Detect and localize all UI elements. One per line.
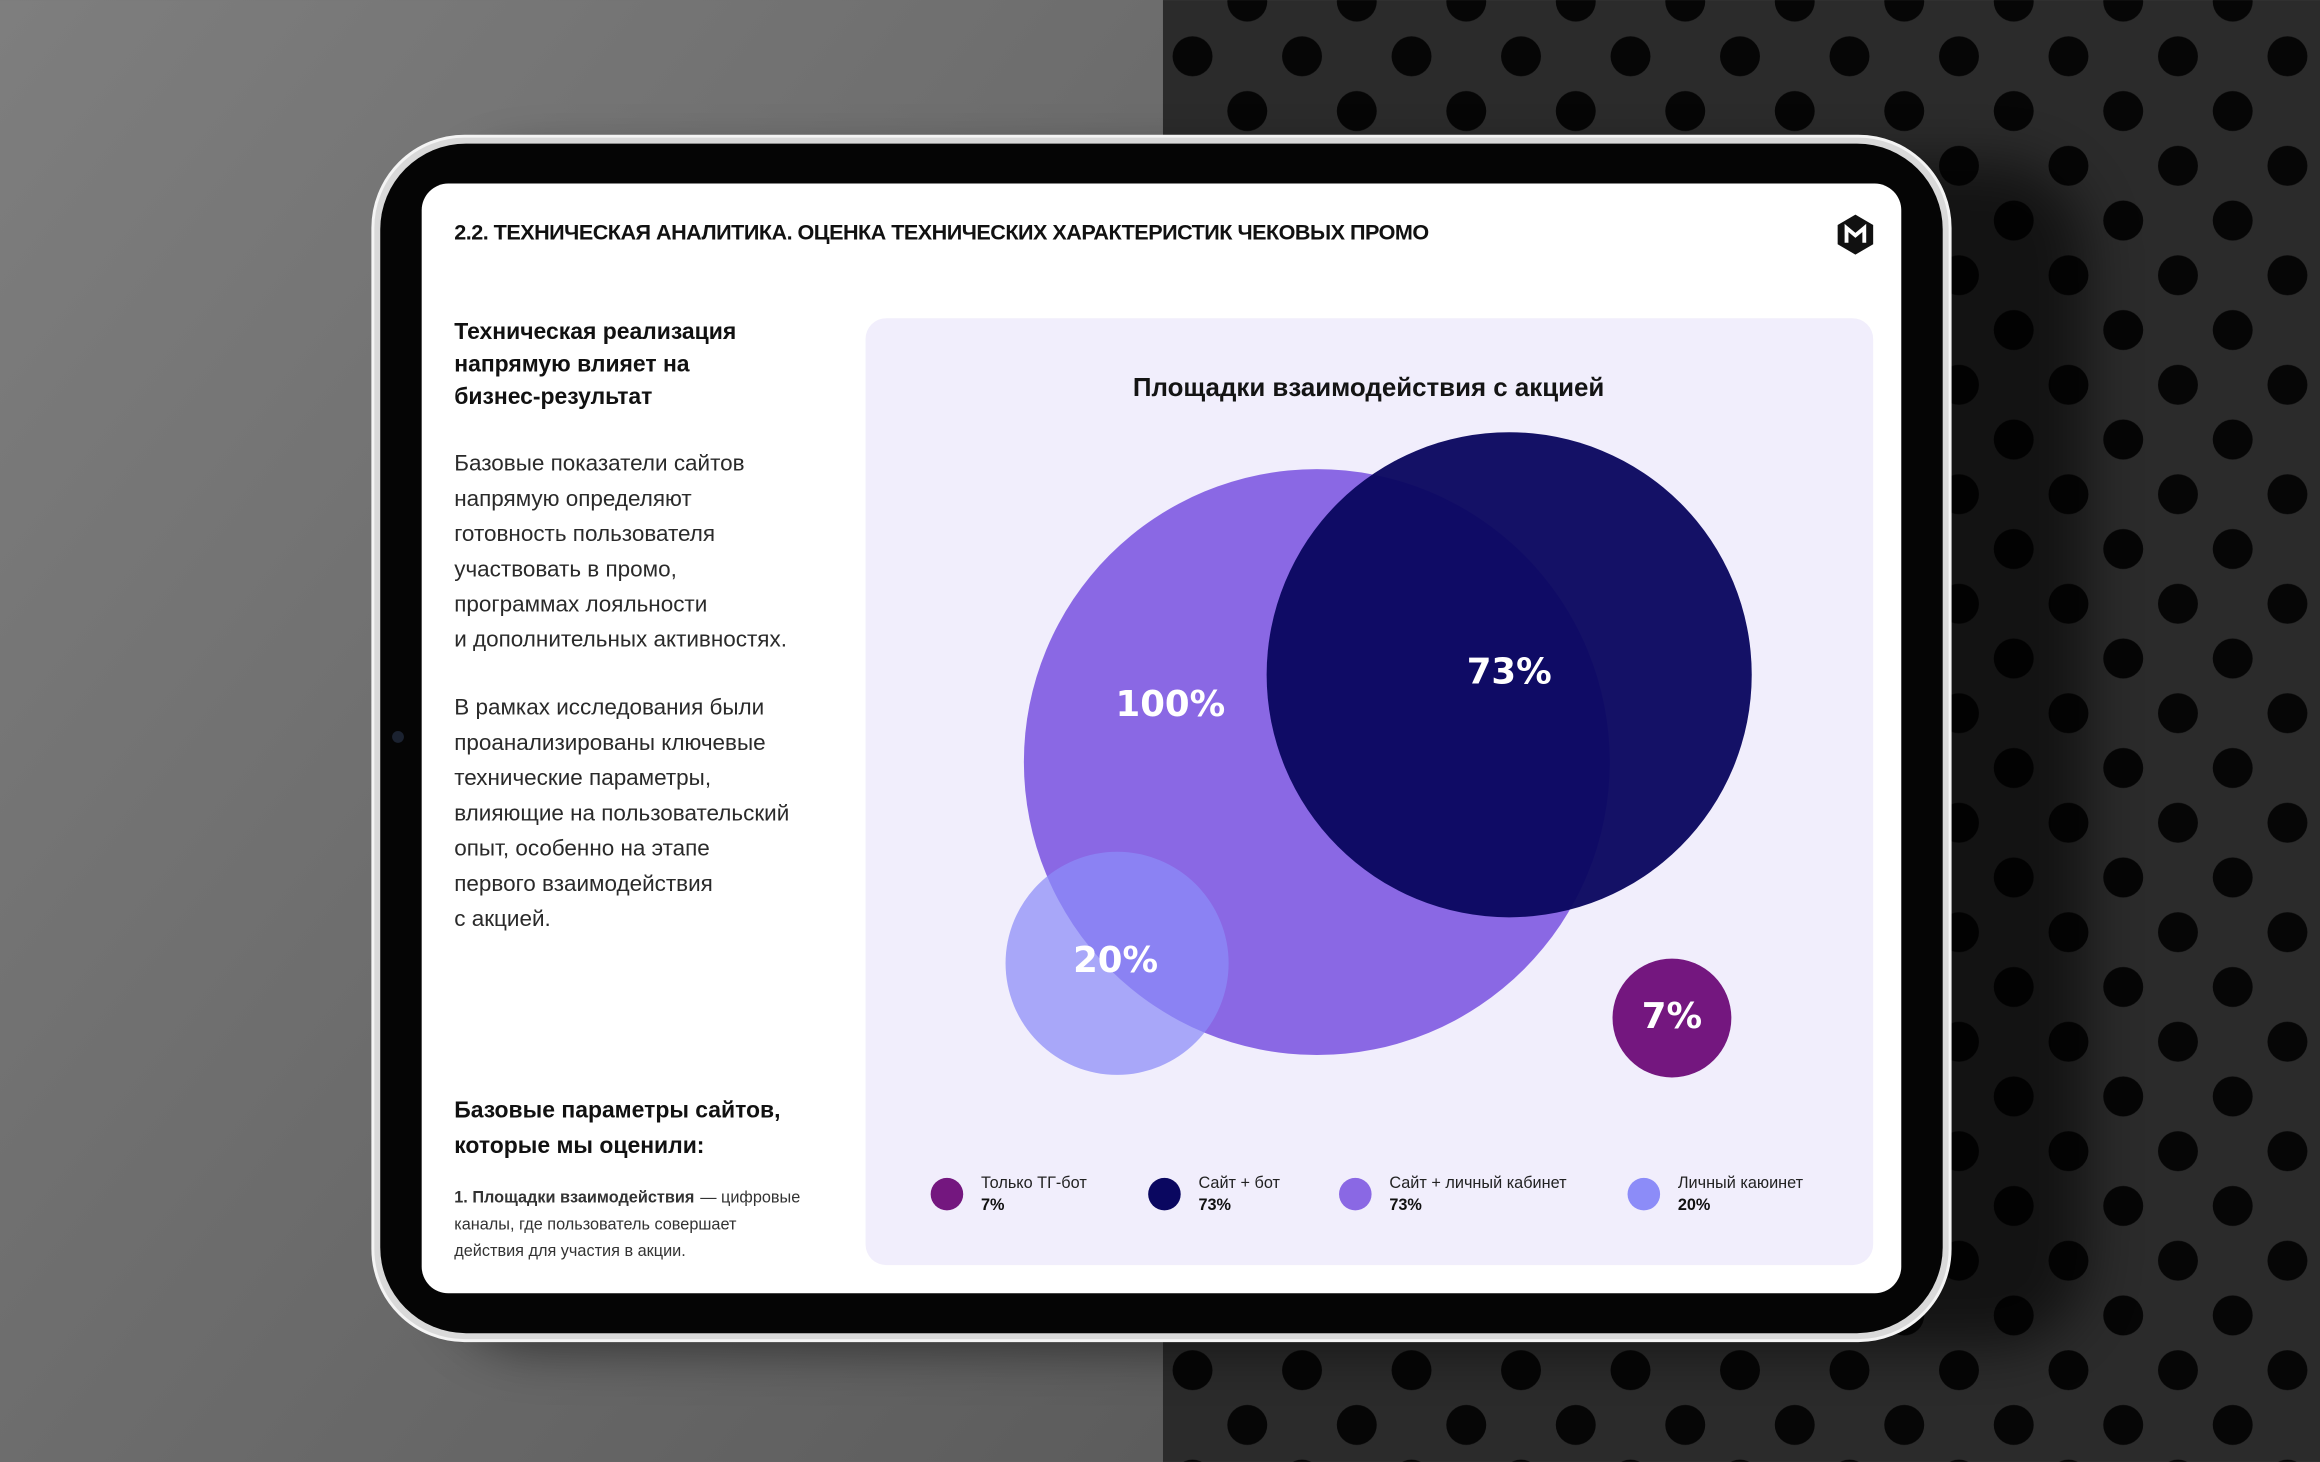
slide-title: 2.2. ТЕХНИЧЕСКАЯ АНАЛИТИКА. ОЦЕНКА ТЕХНИ… bbox=[454, 220, 1428, 245]
bubble bbox=[1612, 958, 1732, 1078]
bubble bbox=[1266, 432, 1752, 918]
note-line: действия для участия в акции. bbox=[454, 1242, 686, 1260]
heading-line: Техническая реализация bbox=[454, 318, 736, 344]
camera bbox=[392, 731, 404, 743]
paragraph-line: опыт, особенно на этапе bbox=[454, 836, 710, 861]
paragraph-line: готовность пользователя bbox=[454, 521, 715, 546]
note-text: — цифровые bbox=[700, 1189, 800, 1207]
paragraph-line: первого взаимодействия bbox=[454, 871, 713, 896]
paragraph-line: и дополнительных активностях. bbox=[454, 627, 787, 652]
bubble-label: 100% bbox=[1116, 684, 1226, 725]
paragraph-line: напрямую определяют bbox=[454, 486, 691, 511]
paragraph-line: с акцией. bbox=[454, 906, 551, 931]
chart-title: Площадки взаимодействия с акцией bbox=[1133, 374, 1604, 402]
paragraph-line: влияющие на пользовательский bbox=[454, 800, 789, 825]
bubble-label: 7% bbox=[1642, 996, 1702, 1037]
logo bbox=[1837, 214, 1874, 255]
legend-value: 20% bbox=[1678, 1196, 1711, 1214]
legend-swatch bbox=[1339, 1177, 1372, 1211]
subheading-line: которые мы оценили: bbox=[454, 1132, 704, 1158]
legend-name: Сайт + личный кабинет bbox=[1389, 1174, 1567, 1192]
legend-value: 7% bbox=[981, 1196, 1005, 1214]
legend-swatch bbox=[1627, 1177, 1661, 1211]
legend-swatch bbox=[1148, 1177, 1181, 1211]
legend: Только ТГ-бот 7% Сайт + бот 73% Сайт + личны… bbox=[930, 1174, 1804, 1214]
bubble-label: 73% bbox=[1467, 651, 1552, 692]
paragraph-line: проанализированы ключевые bbox=[454, 730, 765, 755]
paragraph-line: участвовать в промо, bbox=[454, 556, 677, 581]
subheading-line: Базовые параметры сайтов, bbox=[454, 1096, 780, 1122]
legend-name: Личный каюинет bbox=[1678, 1174, 1804, 1192]
note-line: 1. Площадки взаимодействия — цифровые bbox=[454, 1189, 800, 1207]
heading-line: напрямую влияет на bbox=[454, 351, 690, 377]
legend-value: 73% bbox=[1389, 1196, 1422, 1214]
legend-name: Только ТГ-бот bbox=[981, 1174, 1087, 1192]
legend-name: Сайт + бот bbox=[1198, 1174, 1280, 1192]
paragraph-line: технические параметры, bbox=[454, 765, 711, 790]
bubbles: 100% 73% 20% 7% bbox=[1005, 432, 1752, 1078]
bubble-label: 20% bbox=[1073, 940, 1158, 981]
legend-value: 73% bbox=[1198, 1196, 1231, 1214]
paragraph-line: В рамках исследования были bbox=[454, 695, 764, 720]
heading-line: бизнес-результат bbox=[454, 383, 652, 409]
note-line: каналы, где пользователь совершает bbox=[454, 1215, 737, 1233]
legend-swatch bbox=[930, 1177, 964, 1211]
note-term: 1. Площадки взаимодействия bbox=[454, 1189, 694, 1207]
bubble bbox=[1005, 851, 1229, 1075]
paragraph-line: программах лояльности bbox=[454, 591, 707, 616]
left-column: Техническая реализация напрямую влияет на… bbox=[454, 318, 800, 1260]
paragraph-line: Базовые показатели сайтов bbox=[454, 451, 744, 476]
